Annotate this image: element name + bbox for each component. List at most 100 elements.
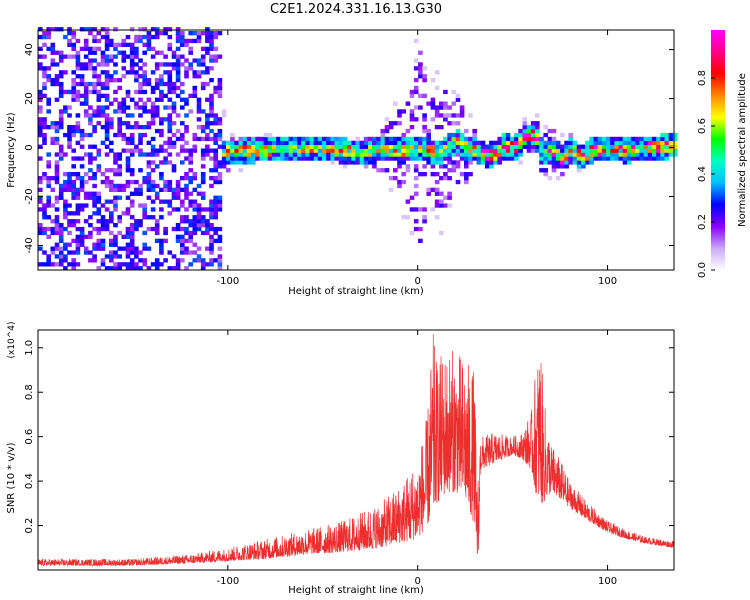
spectrogram-cell <box>297 144 302 149</box>
spectrogram-cell <box>54 199 60 204</box>
spectrogram-cell <box>246 136 252 142</box>
spectrogram-cell <box>171 140 177 145</box>
spectrogram-cell <box>142 242 147 247</box>
spectrogram-cell <box>334 140 340 145</box>
spectrogram-cell <box>259 144 264 149</box>
spectrogram-cell <box>46 78 51 83</box>
spectrogram-cell <box>271 144 277 149</box>
spectrogram-cell <box>200 262 206 267</box>
spectrogram-cell <box>38 105 43 110</box>
spectrogram-cell <box>117 230 122 236</box>
spectrogram-cell <box>117 254 122 259</box>
spectrogram-cell <box>159 93 164 98</box>
spectrogram-cell <box>46 125 51 130</box>
spectrogram-cell <box>154 219 160 224</box>
spectrogram-cell <box>205 50 210 55</box>
spectrogram-cell <box>129 234 135 239</box>
spectrogram-cell <box>79 132 85 138</box>
spectrogram-cell <box>100 226 106 232</box>
y-tick-label: 1.0 <box>24 340 35 356</box>
spectrogram-cell <box>58 27 64 32</box>
spectrogram-cell <box>530 148 536 153</box>
spectrogram-cell <box>96 199 102 204</box>
spectrogram-cell <box>113 250 118 255</box>
spectrogram-cell <box>217 258 223 263</box>
spectrogram-cell <box>67 113 72 118</box>
spectrogram-cell <box>409 230 415 236</box>
spectrogram-cell <box>209 113 214 118</box>
spectrogram-cell <box>150 54 156 59</box>
spectrogram-cell <box>171 109 177 114</box>
spectrogram-cell <box>626 140 632 145</box>
spectrogram-cell <box>388 176 394 181</box>
spectrogram-cell <box>180 38 185 44</box>
spectrogram-cell <box>159 121 164 126</box>
spectrogram-cell <box>472 136 477 142</box>
spectrogram-cell <box>330 140 335 145</box>
spectrogram-cell <box>67 172 72 177</box>
spectrogram-cell <box>397 144 402 149</box>
spectrogram-cell <box>422 93 427 98</box>
spectrogram-cell <box>196 207 202 212</box>
spectrogram-cell <box>134 179 139 185</box>
spectrogram-cell <box>113 152 118 157</box>
spectrogram-cell <box>305 148 310 153</box>
spectrogram-cell <box>405 156 411 161</box>
spectrogram-cell <box>430 144 436 149</box>
spectrogram-cell <box>539 140 544 145</box>
spectrogram-cell <box>351 160 356 165</box>
spectrogram-cell <box>664 136 670 142</box>
snr-series <box>37 334 675 567</box>
spectrogram-cell <box>380 144 386 149</box>
spectrogram-cell <box>459 136 465 142</box>
spectrogram-cell <box>601 140 607 145</box>
spectrogram-cell <box>401 109 406 114</box>
spectrogram-cell <box>288 148 294 153</box>
spectrogram-cell <box>154 66 160 71</box>
spectrogram-cell <box>434 203 440 208</box>
spectrogram-cell <box>409 195 415 200</box>
spectrogram-cells <box>38 27 678 271</box>
spectrogram-cell <box>418 140 423 145</box>
spectrogram-cell <box>668 148 674 153</box>
spectrogram-cell <box>117 42 122 47</box>
spectrogram-cell <box>200 58 206 63</box>
spectrogram-cell <box>443 117 448 122</box>
spectrogram-cell <box>96 164 102 169</box>
spectrogram-cell <box>622 152 628 157</box>
spectrogram-cell <box>58 156 64 161</box>
spectrogram-cell <box>146 121 152 126</box>
spectrogram-cell <box>297 156 302 161</box>
spectrogram-cell <box>284 144 289 149</box>
spectrogram-cell <box>472 156 477 161</box>
spectrogram-cell <box>518 152 523 157</box>
spectrogram-cell <box>326 140 331 145</box>
spectrogram-cell <box>518 144 523 149</box>
spectrogram-cell <box>92 34 97 40</box>
spectrogram-cell <box>146 172 152 177</box>
spectrogram-cell <box>380 152 386 157</box>
spectrogram-cell <box>355 160 360 165</box>
spectrogram-cell <box>455 97 461 102</box>
spectrogram-cell <box>175 78 181 83</box>
spectrogram-cell <box>230 156 235 161</box>
spectrogram-cell <box>154 128 160 134</box>
spectrogram-cell <box>184 148 189 153</box>
spectrogram-cell <box>113 203 118 208</box>
spectrogram-cell <box>175 223 181 228</box>
spectrogram-cell <box>200 85 206 91</box>
spectrogram-cell <box>434 199 440 204</box>
spectrogram-cell <box>200 195 206 200</box>
spectrogram-cell <box>38 132 43 138</box>
spectrogram-cell <box>71 125 76 130</box>
spectrogram-cell <box>217 89 223 95</box>
spectrogram-cell <box>54 128 60 134</box>
spectrogram-cell <box>326 152 331 157</box>
spectrogram-cell <box>96 62 102 67</box>
spectrogram-cell <box>154 148 160 153</box>
spectrogram-cell <box>359 156 365 161</box>
spectrogram-cell <box>430 97 436 102</box>
spectrogram-cell <box>96 46 102 51</box>
spectrogram-cell <box>200 62 206 67</box>
